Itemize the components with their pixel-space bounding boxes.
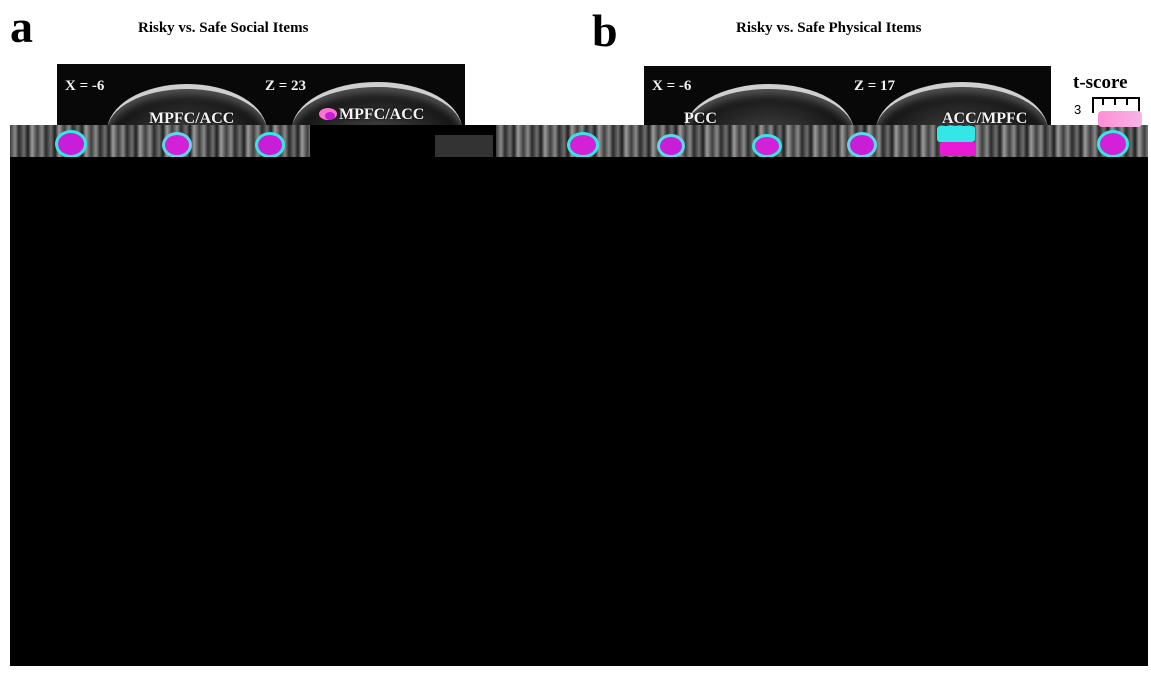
panel-a-coordinate-right: Z = 23 bbox=[265, 78, 307, 94]
t-score-legend-title: t-score bbox=[1073, 72, 1128, 93]
legend-tick bbox=[1126, 99, 1128, 105]
activation-blob bbox=[58, 133, 84, 155]
panel-a-activation-blob bbox=[325, 112, 335, 120]
activation-blob bbox=[660, 137, 682, 155]
activation-blob bbox=[258, 135, 282, 155]
panel-b-coordinate-left: X = -6 bbox=[652, 78, 692, 94]
gray-patch bbox=[435, 135, 493, 157]
panel-a-title: Risky vs. Safe Social Items bbox=[138, 20, 309, 36]
activation-blob bbox=[755, 137, 779, 155]
corrupted-image-band bbox=[10, 125, 1148, 157]
activation-blob bbox=[1100, 133, 1126, 155]
black-image-area bbox=[10, 157, 1148, 666]
panel-a-mri-image: X = -6 Z = 23 MPFC/ACC MPFC/ACC bbox=[57, 64, 465, 126]
panel-b-mri-image: X = -6 Z = 17 PCC ACC/MPFC bbox=[644, 66, 1051, 126]
t-score-legend-min: 3 bbox=[1074, 102, 1082, 117]
panel-b-title: Risky vs. Safe Physical Items bbox=[736, 20, 922, 36]
activation-blob bbox=[850, 135, 874, 155]
t-score-legend-scale bbox=[1092, 97, 1140, 113]
panel-b-activation-blob bbox=[940, 142, 976, 156]
panel-b-activation-blob bbox=[937, 126, 975, 142]
legend-tick bbox=[1102, 99, 1104, 105]
panel-a-region-label-left: MPFC/ACC bbox=[149, 110, 235, 126]
panel-a-coordinate-left: X = -6 bbox=[65, 78, 105, 94]
panel-b-region-label-right: ACC/MPFC bbox=[942, 110, 1028, 126]
panel-b-coordinate-right: Z = 17 bbox=[854, 78, 896, 94]
activation-blob bbox=[570, 135, 596, 155]
panel-a-letter: a bbox=[10, 1, 33, 52]
activation-blob bbox=[165, 135, 189, 155]
panel-b-region-label-left: PCC bbox=[684, 110, 717, 126]
legend-tick bbox=[1114, 99, 1116, 105]
panel-a-region-label-right: MPFC/ACC bbox=[339, 106, 425, 123]
panel-b-letter: b bbox=[592, 5, 618, 56]
t-score-colorbar bbox=[1098, 111, 1142, 127]
